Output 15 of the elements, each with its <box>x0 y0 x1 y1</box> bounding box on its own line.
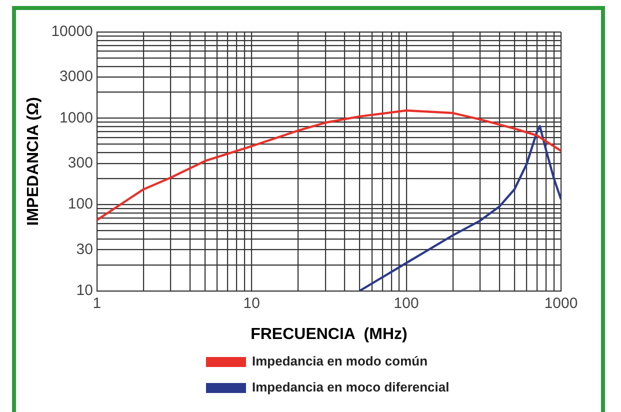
y-tick-label: 10000 <box>51 23 93 40</box>
x-tick-label: 1000 <box>544 294 578 312</box>
y-tick-label: 300 <box>68 154 93 172</box>
x-tick-label: 100 <box>394 294 419 312</box>
y-tick-label: 10 <box>76 282 93 299</box>
x-tick-label: 10 <box>243 294 260 312</box>
y-axis-title: IMPEDANCIA (Ω) <box>25 97 42 226</box>
y-tick-label: 3000 <box>60 68 93 86</box>
legend-label: Impedancia en moco diferencial <box>252 380 450 395</box>
legend-label: Impedancia en modo común <box>252 354 428 369</box>
y-tick-label: 30 <box>76 240 93 258</box>
x-axis-title: FRECUENCIA (MHz) <box>250 326 408 343</box>
y-tick-label: 1000 <box>60 109 93 126</box>
x-tick-label: 1 <box>92 294 102 312</box>
y-tick-label: 100 <box>68 196 93 213</box>
